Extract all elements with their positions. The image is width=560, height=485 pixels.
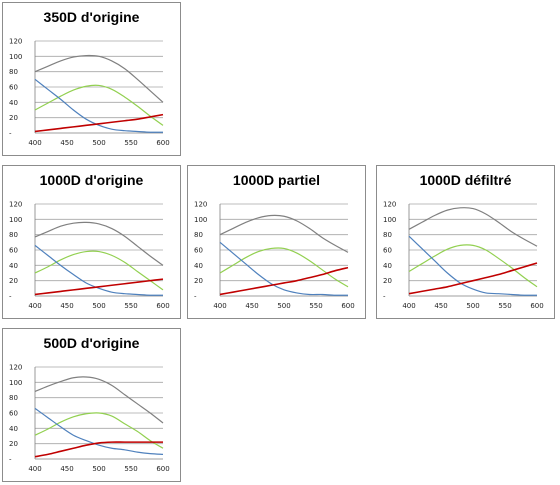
y-tick-label: 80 [194, 231, 203, 239]
chart-panel-1000d-defiltre: 1000D défiltré - 20 40 60 80 100 120 400 450 500 5… [376, 165, 555, 319]
series-line-green [34, 84, 164, 126]
y-tick-label: 40 [9, 99, 18, 107]
y-tick-label: 80 [9, 231, 18, 239]
y-tick-label: - [9, 130, 12, 138]
x-tick-label: 500 [92, 302, 105, 310]
chart-panel-350d-origine: 350D d'origine - 20 40 60 80 100 120 400 450 500 5… [2, 2, 181, 156]
y-tick-label: 120 [194, 201, 207, 209]
y-tick-label: 60 [9, 247, 18, 255]
chart-1000d-defiltre: - 20 40 60 80 100 120 400 450 500 550 600 [383, 201, 544, 311]
y-tick-label: 60 [194, 247, 203, 255]
series-line-green [34, 250, 164, 291]
y-tick-label: 120 [383, 201, 396, 209]
y-tick-label: - [194, 293, 197, 301]
x-tick-label: 550 [309, 302, 322, 310]
x-tick-label: 600 [530, 302, 543, 310]
series-line-blue [408, 235, 538, 296]
y-tick-label: 60 [383, 247, 392, 255]
y-tick-label: 120 [9, 201, 22, 209]
chart-title: 1000D partiel [232, 172, 321, 188]
y-tick-label: 40 [9, 425, 18, 433]
x-tick-label: 550 [124, 139, 137, 147]
chart-500d-origine: - 20 40 60 80 100 120 400 450 500 550 600 [9, 364, 170, 474]
y-tick-label: - [9, 293, 12, 301]
y-tick-label: 20 [383, 277, 392, 285]
series-line-red [408, 262, 538, 295]
x-tick-label: 400 [28, 139, 41, 147]
x-tick-label: 500 [92, 139, 105, 147]
x-tick-label: 600 [156, 302, 169, 310]
series-line-gray [219, 214, 349, 253]
chart-panel-500d-origine: 500D d'origine - 20 40 60 80 100 120 400 450 500 5… [2, 328, 181, 482]
x-tick-label: 500 [92, 465, 105, 473]
y-tick-label: 20 [9, 114, 18, 122]
series-line-gray [34, 221, 164, 266]
y-tick-label: 120 [9, 364, 22, 372]
series-line-blue [34, 244, 164, 296]
y-tick-label: 40 [383, 262, 392, 270]
chart-title: 1000D d'origine [39, 172, 144, 188]
chart-title: 350D d'origine [43, 9, 140, 25]
chart-panel-1000d-origine: 1000D d'origine - 20 40 60 80 100 120 400 450 500… [2, 165, 181, 319]
series-line-blue [219, 241, 349, 296]
y-tick-label: 100 [9, 379, 22, 387]
chart-panel-1000d-partiel: 1000D partiel - 20 40 60 80 100 120 400 450 500 55… [187, 165, 366, 319]
chart-title: 500D d'origine [43, 335, 140, 351]
x-tick-label: 400 [28, 302, 41, 310]
x-tick-label: 550 [498, 302, 511, 310]
series-line-green [408, 244, 538, 288]
series-line-blue [34, 407, 164, 455]
series-line-gray [34, 376, 164, 424]
y-tick-label: 60 [9, 410, 18, 418]
y-tick-label: 120 [9, 38, 22, 46]
x-tick-label: 600 [156, 139, 169, 147]
series-line-blue [34, 78, 164, 133]
y-tick-label: 80 [9, 68, 18, 76]
x-tick-label: 450 [245, 302, 258, 310]
x-tick-label: 500 [466, 302, 479, 310]
x-tick-label: 450 [434, 302, 447, 310]
y-tick-label: 20 [9, 440, 18, 448]
y-tick-label: 100 [9, 216, 22, 224]
x-tick-label: 400 [28, 465, 41, 473]
x-tick-label: 450 [60, 139, 73, 147]
y-tick-label: 80 [383, 231, 392, 239]
y-tick-label: - [9, 456, 12, 464]
y-tick-label: 100 [194, 216, 207, 224]
chart-1000d-partiel: - 20 40 60 80 100 120 400 450 500 550 600 [194, 201, 355, 311]
y-tick-label: 80 [9, 394, 18, 402]
series-line-red [34, 113, 164, 133]
y-tick-label: 40 [194, 262, 203, 270]
series-line-red [34, 441, 163, 458]
x-tick-label: 600 [156, 465, 169, 473]
series-line-gray [34, 54, 164, 103]
x-tick-label: 400 [402, 302, 415, 310]
y-tick-label: 40 [9, 262, 18, 270]
y-tick-label: 100 [383, 216, 396, 224]
series-line-red [219, 266, 349, 296]
x-tick-label: 450 [60, 465, 73, 473]
x-tick-label: 550 [124, 302, 137, 310]
chart-1000d-origine: - 20 40 60 80 100 120 400 450 500 550 600 [9, 201, 170, 311]
chart-title: 1000D défiltré [419, 172, 512, 188]
y-tick-label: 20 [9, 277, 18, 285]
x-tick-label: 500 [277, 302, 290, 310]
x-tick-label: 550 [124, 465, 137, 473]
x-tick-label: 600 [341, 302, 354, 310]
x-tick-label: 400 [213, 302, 226, 310]
y-tick-label: 100 [9, 53, 22, 61]
chart-350d-origine: - 20 40 60 80 100 120 400 450 500 550 600 [9, 38, 170, 148]
series-line-gray [408, 207, 538, 247]
x-tick-label: 450 [60, 302, 73, 310]
y-tick-label: - [383, 293, 386, 301]
y-tick-label: 20 [194, 277, 203, 285]
series-line-red [34, 278, 164, 296]
y-tick-label: 60 [9, 84, 18, 92]
